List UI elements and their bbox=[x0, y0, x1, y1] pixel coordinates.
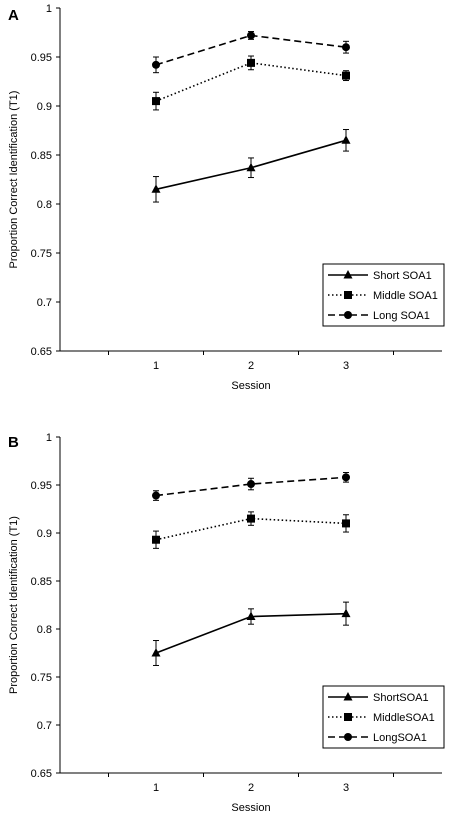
panel-label: A bbox=[8, 7, 19, 24]
y-tick-label: 0.7 bbox=[37, 297, 52, 309]
x-tick-label: 1 bbox=[153, 782, 159, 794]
data-point bbox=[246, 611, 256, 621]
y-tick-label: 0.75 bbox=[31, 672, 52, 684]
series-line bbox=[155, 476, 347, 497]
y-tick-label: 0.9 bbox=[37, 101, 52, 113]
panel-label: B bbox=[8, 434, 19, 451]
data-point bbox=[341, 135, 351, 144]
legend-label: MiddleSOA1 bbox=[373, 712, 435, 724]
legend-label: Short SOA1 bbox=[373, 270, 432, 282]
data-point bbox=[341, 608, 351, 618]
y-axis-label: Proportion Correct Identification (T1) bbox=[8, 91, 20, 269]
legend-marker bbox=[344, 291, 352, 299]
data-point bbox=[247, 31, 255, 40]
data-point bbox=[247, 58, 255, 67]
y-tick-label: 0.9 bbox=[37, 528, 52, 540]
legend-marker bbox=[344, 311, 352, 319]
x-tick-label: 3 bbox=[343, 782, 349, 794]
y-tick-label: 0.7 bbox=[37, 720, 52, 732]
legend-marker bbox=[344, 733, 352, 741]
y-tick-label: 0.85 bbox=[31, 150, 52, 162]
chart-panel-B: B 0.65 0.7 0.75 0.8 0.85 0.9 0.95 1 1 2 3 Session Pro… bbox=[8, 432, 445, 814]
legend-label: Middle SOA1 bbox=[373, 290, 438, 302]
series-triangle bbox=[151, 129, 351, 203]
y-tick-label: 1 bbox=[46, 3, 52, 15]
x-axis-label: Session bbox=[231, 380, 270, 392]
legend-label: LongSOA1 bbox=[373, 732, 427, 744]
x-tick-label: 2 bbox=[248, 360, 254, 372]
series-square bbox=[152, 511, 350, 549]
x-tick-label: 3 bbox=[343, 360, 349, 372]
y-tick-label: 0.95 bbox=[31, 52, 52, 64]
legend-label: ShortSOA1 bbox=[373, 692, 429, 704]
legend-label: Long SOA1 bbox=[373, 310, 430, 322]
y-tick-label: 1 bbox=[46, 432, 52, 444]
legend-marker bbox=[344, 713, 352, 721]
data-point bbox=[342, 519, 350, 528]
y-tick-label: 0.75 bbox=[31, 248, 52, 260]
y-tick-label: 0.8 bbox=[37, 199, 52, 211]
data-point bbox=[151, 184, 161, 193]
series-square bbox=[152, 55, 350, 111]
legend-marker bbox=[343, 692, 353, 701]
data-point bbox=[247, 480, 255, 489]
data-point bbox=[152, 60, 160, 69]
data-point bbox=[151, 648, 161, 657]
y-tick-label: 0.8 bbox=[37, 624, 52, 636]
data-point bbox=[152, 491, 160, 500]
chart-panel-A: A 0.65 0.7 0.75 0.8 0.85 0.9 0.95 1 1 2 3 Session Pro… bbox=[8, 3, 445, 392]
data-point bbox=[152, 97, 160, 106]
data-point bbox=[152, 535, 160, 544]
x-tick-label: 1 bbox=[153, 360, 159, 372]
data-point bbox=[246, 162, 256, 172]
y-tick-label: 0.65 bbox=[31, 346, 52, 358]
series-circle bbox=[152, 31, 350, 74]
legend: ShortSOA1 MiddleSOA1 LongSOA1 bbox=[322, 685, 445, 749]
x-tick-label: 2 bbox=[248, 782, 254, 794]
data-point bbox=[342, 473, 350, 482]
legend-marker bbox=[343, 270, 353, 279]
y-tick-label: 0.95 bbox=[31, 480, 52, 492]
data-point bbox=[247, 514, 255, 523]
data-point bbox=[342, 71, 350, 80]
x-axis-label: Session bbox=[231, 802, 270, 814]
series-circle bbox=[152, 472, 350, 501]
y-tick-label: 0.65 bbox=[31, 768, 52, 780]
y-tick-label: 0.85 bbox=[31, 576, 52, 588]
y-axis-label: Proportion Correct Identification (T1) bbox=[8, 516, 20, 694]
series-triangle bbox=[151, 601, 351, 666]
data-point bbox=[342, 43, 350, 52]
legend: Short SOA1 Middle SOA1 Long SOA1 bbox=[322, 263, 445, 327]
